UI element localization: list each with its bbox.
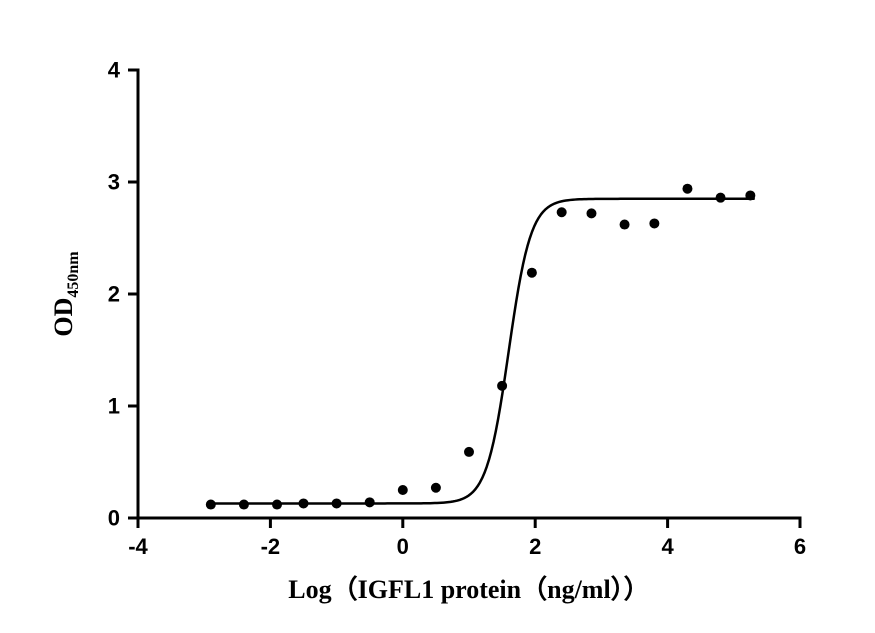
x-tick-label: -4 bbox=[128, 534, 148, 559]
data-point bbox=[398, 485, 408, 495]
data-point bbox=[497, 381, 507, 391]
data-point bbox=[527, 268, 537, 278]
data-point bbox=[649, 218, 659, 228]
x-tick-label: -2 bbox=[261, 534, 281, 559]
y-tick-label: 0 bbox=[108, 506, 120, 531]
data-point bbox=[620, 220, 630, 230]
data-point bbox=[716, 193, 726, 203]
dose-response-chart: -4-2024601234Log（IGFL1 protein（ng/ml））OD… bbox=[0, 0, 875, 633]
data-point bbox=[464, 447, 474, 457]
y-tick-label: 4 bbox=[108, 58, 121, 83]
x-tick-label: 2 bbox=[529, 534, 541, 559]
x-tick-label: 0 bbox=[397, 534, 409, 559]
data-point bbox=[586, 208, 596, 218]
chart-svg: -4-2024601234Log（IGFL1 protein（ng/ml））OD… bbox=[0, 0, 875, 633]
data-point bbox=[365, 497, 375, 507]
data-point bbox=[745, 190, 755, 200]
data-point bbox=[332, 498, 342, 508]
data-point bbox=[299, 498, 309, 508]
y-tick-label: 3 bbox=[108, 170, 120, 195]
x-axis-label: Log（IGFL1 protein（ng/ml）） bbox=[288, 575, 649, 604]
data-point bbox=[682, 184, 692, 194]
x-tick-label: 4 bbox=[661, 534, 674, 559]
data-point bbox=[431, 483, 441, 493]
data-point bbox=[239, 500, 249, 510]
y-tick-label: 1 bbox=[108, 394, 120, 419]
x-tick-label: 6 bbox=[794, 534, 806, 559]
y-tick-label: 2 bbox=[108, 282, 120, 307]
data-point bbox=[557, 207, 567, 217]
data-point bbox=[272, 500, 282, 510]
data-point bbox=[206, 500, 216, 510]
